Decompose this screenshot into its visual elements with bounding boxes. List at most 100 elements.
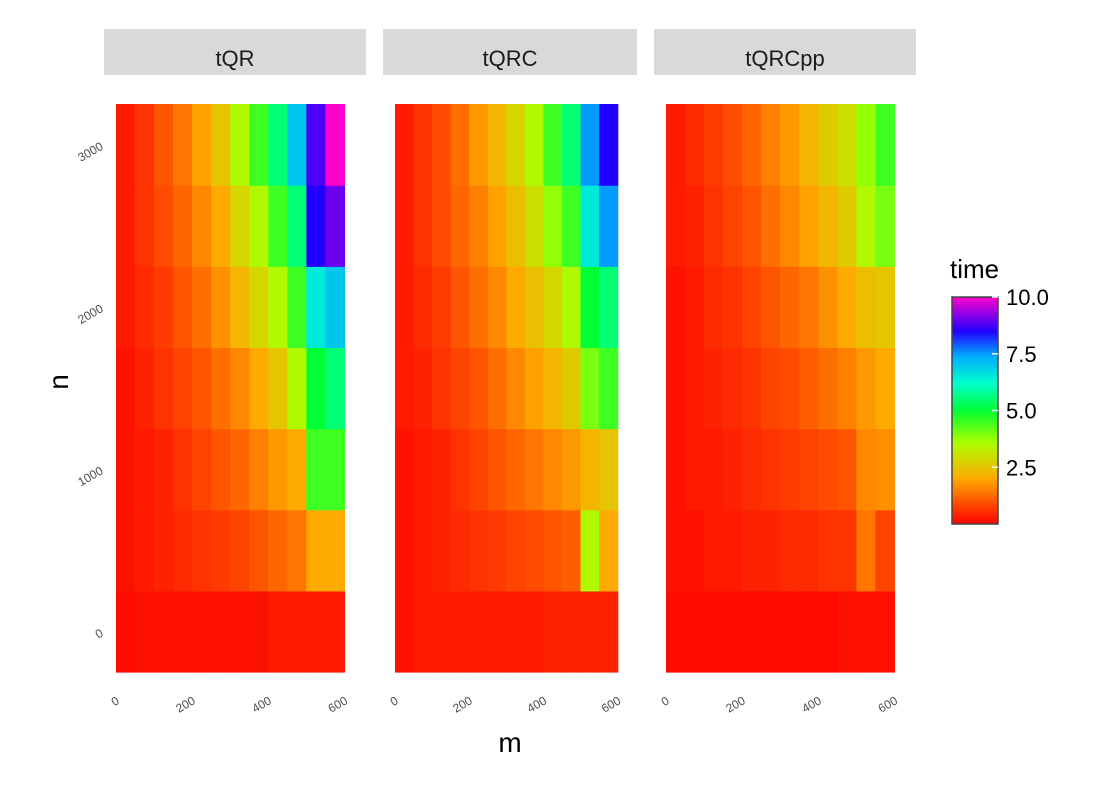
heatmap-cell (230, 266, 250, 349)
heatmap-cell (599, 590, 619, 673)
heatmap-cell (413, 104, 433, 186)
heatmap-cell (685, 266, 705, 349)
heatmap-cell (580, 266, 600, 349)
heatmap-cell (211, 590, 231, 673)
heatmap-cell (249, 185, 269, 267)
heatmap-cell (135, 590, 155, 673)
heatmap-cell (818, 347, 838, 430)
heatmap-cell (154, 428, 174, 511)
heatmap-cell (562, 509, 582, 592)
x-tick-label: 200 (450, 693, 475, 715)
heatmap-cell (413, 266, 433, 349)
heatmap-cell (450, 104, 470, 186)
heatmap-cell (704, 509, 724, 592)
heatmap-cell (506, 104, 526, 186)
heatmap-cell (287, 509, 307, 592)
heatmap-cell (116, 266, 136, 349)
heatmap-cell (395, 509, 415, 592)
heatmap-cell (543, 590, 563, 673)
heatmap-cell (599, 104, 619, 186)
heatmap-cell (780, 347, 800, 430)
heatmap-cell (524, 185, 545, 267)
heatmap-cell (704, 266, 724, 349)
heatmap-cell (395, 347, 415, 430)
heatmap-cell (723, 590, 743, 673)
heatmap-cell (287, 104, 307, 186)
heatmap-cell (506, 509, 526, 592)
heatmap-cell (249, 509, 269, 592)
heatmap-cell (306, 590, 327, 673)
heatmap-cell (116, 509, 136, 592)
heatmap-cell (306, 428, 327, 511)
heatmap-cell (469, 428, 489, 511)
heatmap-cell (780, 104, 800, 186)
heatmap-cell (837, 509, 857, 592)
heatmap-cell (875, 347, 896, 430)
heatmap-cell (211, 347, 231, 430)
heatmap-cell (742, 509, 762, 592)
facet-panel: tQR 0 200 400 600 0 1000 2000 3000 (75, 29, 366, 716)
heatmap-cell (306, 266, 327, 349)
heatmap-cell (666, 428, 686, 511)
heatmap-cell (395, 185, 415, 267)
heatmap-cell (856, 104, 877, 186)
heatmap-cell (487, 428, 507, 511)
heatmap-cell (742, 104, 762, 186)
heatmap-cell (487, 509, 507, 592)
facet-strip (383, 29, 637, 75)
heatmap-cell (543, 266, 563, 349)
heatmap-cell (761, 428, 781, 511)
heatmap-cell (116, 428, 136, 511)
legend-tick-label: 10.0 (1006, 285, 1049, 310)
heatmap-cell (543, 428, 563, 511)
heatmap-cell (249, 266, 269, 349)
heatmap-cell (780, 509, 800, 592)
heatmap-cell (230, 590, 250, 673)
heatmap-cell (230, 104, 250, 186)
heatmap-cell (818, 266, 838, 349)
heatmap-cell (306, 347, 327, 430)
legend-title: time (950, 254, 999, 284)
heatmap-cell (666, 104, 686, 186)
heatmap-cell (524, 428, 545, 511)
heatmap-cell (524, 104, 545, 186)
heatmap-cell (192, 590, 212, 673)
heatmap-cell (562, 590, 582, 673)
heatmap-cell (837, 104, 857, 186)
heatmap-cell (837, 266, 857, 349)
heatmap-cell (780, 266, 800, 349)
heatmap-cell (230, 185, 250, 267)
heatmap-cell (432, 590, 452, 673)
heatmap-cell (173, 347, 193, 430)
heatmap-cell (506, 428, 526, 511)
heatmap-cell (685, 428, 705, 511)
heatmap-cell (562, 347, 582, 430)
heatmap-cell (487, 185, 507, 267)
heatmap-cell (742, 347, 762, 430)
x-tick-label: 600 (599, 693, 624, 715)
heatmap-cell (287, 266, 307, 349)
heatmap-cell (599, 266, 619, 349)
heatmap-cell (211, 104, 231, 186)
heatmap-cell (524, 266, 545, 349)
legend-colorbar (951, 296, 999, 525)
heatmap-cell (487, 266, 507, 349)
heatmap-cell (704, 347, 724, 430)
heatmap-cell (230, 347, 250, 430)
heatmap-cell (211, 185, 231, 267)
heatmap-cell (666, 266, 686, 349)
heatmap-cell (154, 104, 174, 186)
legend-tick-label: 5.0 (1006, 399, 1037, 424)
heatmap-cell (580, 509, 600, 592)
heatmap-cell (524, 509, 545, 592)
heatmap-cell (562, 428, 582, 511)
heatmap-cell (506, 347, 526, 430)
heatmap-cell (413, 347, 433, 430)
y-tick-label: 2000 (75, 301, 105, 327)
heatmap-cell (268, 347, 288, 430)
y-tick-label: 3000 (75, 139, 105, 165)
heatmap-cell (432, 185, 452, 267)
heatmap-cell (268, 266, 288, 349)
heatmap-cell (761, 266, 781, 349)
heatmap-cell (506, 590, 526, 673)
